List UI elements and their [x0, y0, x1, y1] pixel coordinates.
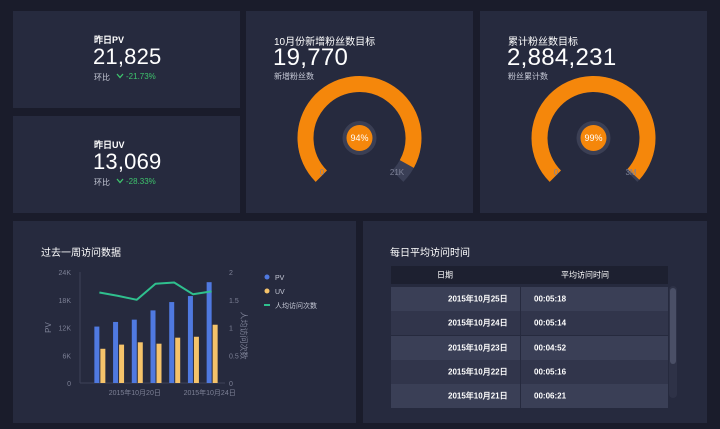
- line-avg-visits: [99, 281, 212, 301]
- gauge-inner-dot: [580, 125, 607, 151]
- legend-pv-marker: [264, 274, 270, 280]
- gauge-max-label: 21K: [390, 168, 405, 177]
- gauge-progress: [531, 76, 656, 182]
- bar-uv: [175, 337, 181, 383]
- gauge-percent-label: 94%: [350, 133, 368, 143]
- table-row[interactable]: 2015年10月24日 00:05:14: [391, 311, 668, 336]
- kpi-uv-delta: -28.33%: [126, 177, 156, 186]
- kpi-uv-title: 昨日UV: [94, 140, 125, 150]
- weekly-chart-card: 过去一周访问数据 0 6K 12K 18K 24K 0 0.5 1 1.5 2 PV 人均访问次数 20…: [13, 221, 356, 423]
- table-header-avg-time: 平均访问时间: [561, 270, 609, 280]
- table-header: 日期 平均访问时间: [391, 266, 668, 284]
- table-cell-date: 2015年10月23日: [448, 343, 508, 353]
- row-divider: [520, 287, 521, 311]
- y-tick-label: 12K: [59, 326, 72, 333]
- y2-tick-label: 1: [229, 326, 233, 333]
- y-tick-label: 6K: [62, 353, 71, 360]
- y2-tick-label: 0: [229, 381, 233, 388]
- table-cell-avg-time: 00:04:52: [534, 343, 567, 353]
- gauge-new-fans-subtitle: 新增粉丝数: [274, 72, 314, 81]
- bar-pv: [150, 310, 156, 383]
- row-divider: [520, 335, 521, 360]
- table-cell-avg-time: 00:05:14: [534, 318, 567, 328]
- row-divider: [520, 311, 521, 336]
- row-divider: [520, 384, 521, 409]
- x-tick-label: 2015年10月20日: [109, 388, 161, 397]
- daily-time-title: 每日平均访问时间: [390, 248, 470, 259]
- bar-uv: [100, 348, 106, 383]
- gauge-max-label: 3M: [625, 168, 636, 177]
- gauge-inner-dot: [346, 125, 373, 151]
- y2-tick-label: 2: [229, 270, 233, 277]
- bar-uv: [212, 324, 218, 383]
- y2-tick-label: 0.5: [229, 353, 239, 360]
- table-cell-avg-time: 00:06:21: [534, 391, 567, 401]
- kpi-pv-delta: -21.73%: [126, 72, 156, 81]
- legend-avg-marker: [264, 304, 270, 306]
- y-tick-label: 24K: [59, 270, 72, 277]
- y-axis-title: PV: [44, 322, 53, 333]
- legend-pv-label: PV: [275, 275, 285, 282]
- arrow-down-icon: [116, 73, 124, 79]
- bar-uv: [156, 343, 162, 383]
- kpi-pv-value: 21,825: [93, 44, 162, 69]
- bar-pv: [187, 296, 193, 383]
- table-cell-avg-time: 00:05:16: [534, 367, 567, 377]
- legend-uv-label: UV: [275, 289, 285, 296]
- gauge-new-fans: 94% 0 21K: [297, 76, 422, 182]
- bar-pv: [113, 321, 119, 383]
- table-cell-avg-time: 00:05:18: [534, 294, 567, 304]
- kpi-uv-compare-label: 环比: [94, 178, 110, 187]
- bar-uv: [193, 336, 199, 383]
- table-cell-date: 2015年10月22日: [448, 367, 508, 377]
- gauge-total-fans-card: 累计粉丝数目标 2,884,231 粉丝累计数 99% 0 3M: [480, 11, 707, 213]
- legend-avg-label: 人均访问次数: [275, 301, 317, 310]
- kpi-uv-value: 13,069: [93, 149, 162, 174]
- kpi-uv-card: 昨日UV 13,069 环比 -28.33%: [13, 116, 240, 213]
- y2-tick-label: 1.5: [229, 298, 239, 305]
- legend-uv-marker: [264, 288, 270, 294]
- y-tick-label: 0: [67, 381, 71, 388]
- bar-uv: [119, 344, 125, 383]
- x-tick-label: 2015年10月24日: [184, 388, 236, 397]
- table-cell-date: 2015年10月25日: [448, 294, 508, 304]
- y2-axis-title: 人均访问次数: [239, 312, 249, 360]
- gauge-total-fans: 99% 0 3M: [531, 76, 656, 182]
- row-divider: [520, 359, 521, 384]
- bar-pv: [94, 326, 100, 383]
- kpi-pv-compare-label: 环比: [94, 73, 110, 82]
- gauge-percent-label: 99%: [584, 133, 602, 143]
- table-row[interactable]: 2015年10月23日 00:04:52: [391, 335, 668, 360]
- bar-uv: [137, 342, 143, 383]
- table-row[interactable]: 2015年10月22日 00:05:16: [391, 359, 668, 384]
- gauge-total-fans-value: 2,884,231: [507, 44, 617, 71]
- gauge-total-fans-title: 累计粉丝数目标: [508, 37, 578, 48]
- gauge-new-fans-value: 19,770: [273, 44, 349, 71]
- weekly-chart-title: 过去一周访问数据: [41, 248, 121, 259]
- table-header-date: 日期: [437, 270, 453, 280]
- table-row[interactable]: 2015年10月21日 00:06:21: [391, 384, 668, 409]
- bar-pv: [169, 302, 175, 383]
- bar-pv: [131, 319, 137, 383]
- y-tick-label: 18K: [59, 298, 72, 305]
- kpi-pv-title: 昨日PV: [94, 35, 125, 45]
- gauge-min-label: 0: [554, 168, 559, 177]
- table-scrollbar-thumb[interactable]: [670, 288, 676, 364]
- table-cell-date: 2015年10月21日: [448, 391, 508, 401]
- gauge-total-fans-subtitle: 粉丝累计数: [508, 72, 548, 81]
- bar-pv: [206, 282, 212, 383]
- gauge-new-fans-title: 10月份新增粉丝数目标: [274, 37, 376, 48]
- gauge-new-fans-card: 10月份新增粉丝数目标 19,770 新增粉丝数 94% 0 21K: [246, 11, 473, 213]
- table-row[interactable]: 2015年10月25日 00:05:18: [391, 287, 668, 311]
- gauge-progress: [297, 76, 422, 182]
- table-cell-date: 2015年10月24日: [448, 318, 508, 328]
- kpi-pv-card: 昨日PV 21,825 环比 -21.73%: [13, 11, 240, 108]
- gauge-min-label: 0: [320, 168, 325, 177]
- arrow-down-icon: [116, 178, 124, 184]
- weekly-chart: 0 6K 12K 18K 24K 0 0.5 1 1.5 2 PV 人均访问次数 2015年10月20日…: [44, 270, 317, 397]
